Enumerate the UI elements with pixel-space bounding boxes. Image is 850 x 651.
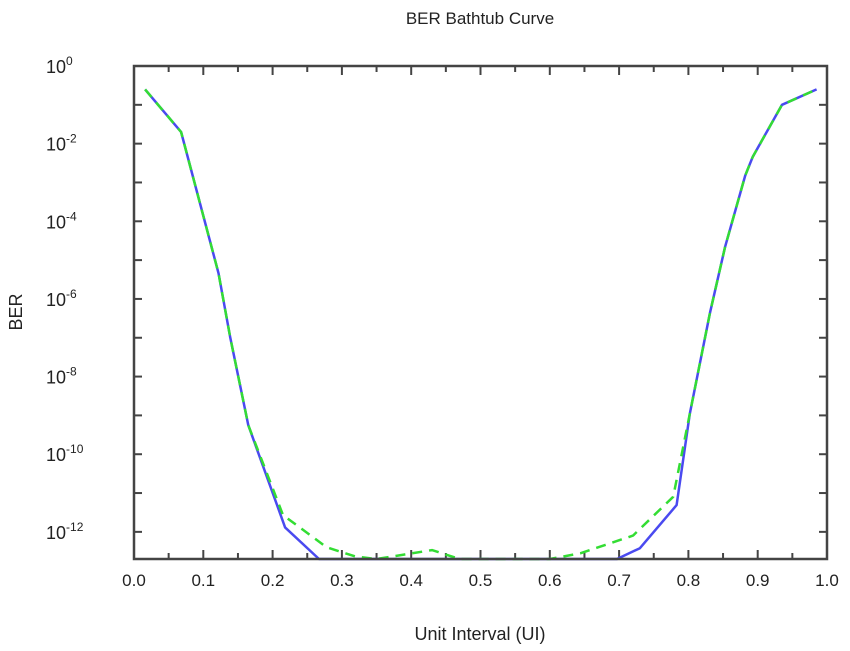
x-tick-label: 0.7 <box>607 571 631 590</box>
x-tick-label: 0.5 <box>469 571 493 590</box>
x-tick-label: 0.4 <box>399 571 423 590</box>
x-tick-label: 0.2 <box>261 571 285 590</box>
x-tick-label: 0.0 <box>122 571 146 590</box>
y-tick-label: 10-10 <box>46 442 84 465</box>
x-axis-label: Unit Interval (UI) <box>414 624 545 644</box>
y-tick-label: 10-8 <box>46 365 77 388</box>
plot-frame <box>132 64 829 561</box>
x-tick-label: 0.3 <box>330 571 354 590</box>
x-tick-label: 0.1 <box>191 571 215 590</box>
chart-title: BER Bathtub Curve <box>406 9 554 28</box>
series-line-2 <box>144 88 818 561</box>
y-tick-label: 10-2 <box>46 132 77 155</box>
x-tick-label: 0.8 <box>677 571 701 590</box>
x-tick-label: 1.0 <box>815 571 839 590</box>
y-tick-label: 100 <box>46 54 73 77</box>
y-axis-label: BER <box>6 293 26 330</box>
y-tick-label: 10-4 <box>46 209 77 232</box>
x-tick-label: 0.6 <box>538 571 562 590</box>
x-tick-label: 0.9 <box>746 571 770 590</box>
y-tick-label: 10-12 <box>46 520 84 543</box>
y-tick-label: 10-6 <box>46 287 77 310</box>
series-line-1 <box>144 88 818 561</box>
